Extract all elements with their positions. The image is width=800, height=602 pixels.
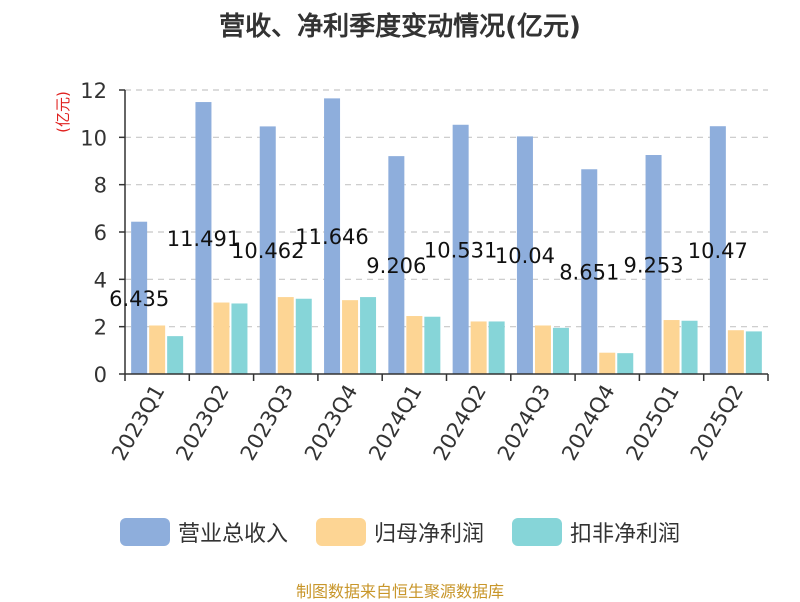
bar-2024Q1-2 bbox=[424, 316, 441, 374]
bar-2024Q2-0 bbox=[452, 124, 469, 375]
legend-item-2[interactable]: 扣非净利润 bbox=[512, 516, 680, 548]
y-tick-label-4: 8 bbox=[94, 174, 107, 198]
legend-swatch-0 bbox=[119, 518, 170, 546]
bar-2024Q3-2 bbox=[552, 327, 569, 374]
x-tick-label-4: 2024Q1 bbox=[364, 381, 426, 465]
bar-2024Q4-0 bbox=[581, 169, 598, 374]
bar-2023Q4-0 bbox=[324, 98, 341, 375]
bar-2024Q3-0 bbox=[516, 136, 533, 374]
data-label-2025Q1: 9.253 bbox=[623, 254, 683, 278]
legend-item-1[interactable]: 归母净利润 bbox=[315, 516, 484, 548]
legend-label-2: 扣非净利润 bbox=[570, 522, 681, 547]
chart-title: 营收、净利季度变动情况(亿元) bbox=[219, 12, 581, 42]
y-tick-label-6: 12 bbox=[80, 79, 107, 103]
data-label-2023Q4: 11.646 bbox=[295, 225, 368, 249]
data-label-2023Q2: 11.491 bbox=[167, 227, 240, 251]
data-label-2024Q1: 9.206 bbox=[366, 254, 426, 278]
data-label-2025Q2: 10.47 bbox=[688, 239, 748, 263]
bar-2025Q1-1 bbox=[663, 320, 680, 374]
x-tick-label-2: 2023Q3 bbox=[236, 381, 298, 465]
bar-2025Q1-2 bbox=[681, 320, 698, 374]
bar-2023Q2-1 bbox=[213, 302, 230, 374]
legend-label-1: 归母净利润 bbox=[373, 522, 484, 547]
x-tick-label-6: 2024Q3 bbox=[493, 381, 555, 465]
x-tick-label-0: 2023Q1 bbox=[107, 381, 169, 465]
y-tick-label-0: 0 bbox=[94, 363, 107, 387]
bar-2023Q2-2 bbox=[231, 303, 248, 374]
y-tick-label-1: 2 bbox=[94, 316, 107, 340]
x-tick-label-1: 2023Q2 bbox=[171, 381, 233, 465]
bar-2023Q3-2 bbox=[295, 298, 312, 374]
y-tick-label-2: 4 bbox=[94, 268, 107, 292]
x-tick-label-5: 2024Q2 bbox=[429, 381, 491, 465]
y-axis-title: (亿元) bbox=[54, 91, 72, 133]
bar-2024Q1-1 bbox=[406, 316, 423, 374]
bar-2023Q4-1 bbox=[342, 300, 359, 374]
bar-2023Q1-0 bbox=[131, 221, 148, 374]
bar-2023Q4-2 bbox=[360, 297, 377, 374]
legend-label-0: 营业总收入 bbox=[177, 522, 288, 547]
data-label-2023Q1: 6.435 bbox=[109, 287, 169, 311]
bar-2024Q4-1 bbox=[599, 352, 616, 374]
data-label-2024Q4: 8.651 bbox=[559, 261, 619, 285]
bar-2025Q2-0 bbox=[709, 126, 726, 375]
x-tick-label-9: 2025Q2 bbox=[686, 381, 748, 465]
data-label-2023Q3: 10.462 bbox=[231, 239, 304, 263]
bar-2023Q3-0 bbox=[259, 126, 276, 375]
data-label-2024Q2: 10.531 bbox=[424, 238, 497, 262]
bar-2024Q1-0 bbox=[388, 156, 405, 374]
legend-swatch-1 bbox=[315, 518, 366, 546]
y-tick-label-5: 10 bbox=[80, 126, 107, 150]
data-label-2024Q3: 10.04 bbox=[495, 244, 555, 268]
x-tick-label-7: 2024Q4 bbox=[557, 381, 619, 465]
source-note: 制图数据来自恒生聚源数据库 bbox=[295, 582, 504, 601]
bar-2025Q2-1 bbox=[727, 330, 744, 374]
bar-2024Q3-1 bbox=[534, 325, 551, 374]
legend-item-0[interactable]: 营业总收入 bbox=[119, 516, 288, 548]
bar-2023Q1-1 bbox=[149, 325, 166, 374]
x-tick-label-8: 2025Q1 bbox=[621, 381, 683, 465]
bar-2023Q1-2 bbox=[167, 336, 184, 374]
y-tick-label-3: 6 bbox=[94, 221, 107, 245]
bar-2024Q2-2 bbox=[488, 321, 505, 374]
bars bbox=[131, 98, 762, 375]
bar-2025Q2-2 bbox=[745, 331, 762, 374]
grid-lines bbox=[125, 89, 768, 328]
legend: 营业总收入 归母净利润 扣非净利润 bbox=[0, 516, 800, 548]
bar-2024Q2-1 bbox=[470, 321, 487, 374]
x-tick-label-3: 2023Q4 bbox=[300, 381, 362, 465]
bar-2023Q2-0 bbox=[195, 102, 212, 375]
legend-swatch-2 bbox=[512, 518, 562, 546]
bar-2025Q1-0 bbox=[645, 155, 662, 374]
bar-2024Q4-2 bbox=[617, 353, 634, 374]
bar-2023Q3-1 bbox=[277, 297, 294, 374]
